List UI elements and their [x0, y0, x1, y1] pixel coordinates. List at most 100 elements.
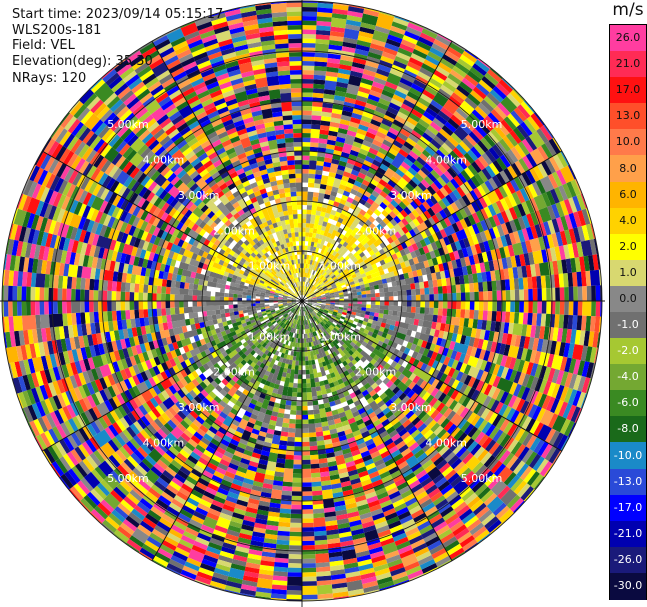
velocity-ray-segment	[96, 443, 152, 497]
velocity-ray-segment	[142, 517, 157, 529]
velocity-ray-segment	[317, 147, 327, 153]
velocity-ray-segment	[95, 391, 105, 404]
colorbar-tick-label: -26.0	[613, 552, 643, 566]
velocity-ray-segment	[443, 170, 454, 182]
velocity-ray-segment	[153, 173, 188, 204]
velocity-ray-segment	[316, 305, 574, 404]
velocity-ray-segment	[128, 336, 136, 347]
velocity-ray-segment	[278, 521, 291, 528]
velocity-ray-segment	[107, 310, 126, 322]
velocity-ray-segment	[540, 313, 547, 327]
velocity-ray-segment	[227, 167, 236, 175]
velocity-ray-segment	[327, 112, 342, 142]
velocity-ray-segment	[115, 170, 130, 185]
velocity-ray-segment	[329, 564, 348, 594]
instrument-label: WLS200s-181	[12, 23, 102, 38]
velocity-ray-segment	[242, 338, 285, 422]
velocity-ray-segment	[122, 432, 148, 456]
velocity-ray-segment	[387, 191, 397, 200]
velocity-ray-segment	[264, 158, 273, 165]
velocity-ray-segment	[303, 177, 342, 296]
velocity-ray-segment	[460, 127, 526, 182]
velocity-ray-segment	[183, 226, 203, 242]
velocity-ray-segment	[139, 42, 198, 127]
velocity-ray-segment	[286, 405, 297, 451]
velocity-ray-segment	[259, 30, 289, 171]
velocity-ray-segment	[388, 36, 434, 112]
velocity-ray-segment	[485, 271, 492, 282]
velocity-ray-segment	[103, 112, 177, 183]
velocity-ray-segment	[451, 216, 472, 233]
velocity-ray-segment	[318, 135, 431, 279]
velocity-ray-segment	[203, 442, 238, 500]
velocity-ray-segment	[529, 436, 542, 452]
velocity-ray-segment	[147, 308, 153, 318]
velocity-ray-segment	[231, 139, 249, 164]
velocity-ray-segment	[129, 282, 135, 293]
velocity-ray-segment	[332, 86, 348, 111]
velocity-ray-segment	[262, 48, 288, 162]
velocity-ray-segment	[180, 466, 227, 545]
velocity-ray-segment	[576, 241, 584, 258]
velocity-ray-segment	[270, 264, 299, 297]
velocity-ray-segment	[308, 432, 317, 438]
range-ring-label: 4.00km	[143, 436, 185, 449]
velocity-ray-segment	[91, 119, 174, 193]
velocity-ray-segment	[313, 526, 327, 532]
velocity-ray-segment	[393, 146, 482, 224]
velocity-ray-segment	[441, 465, 472, 499]
velocity-ray-segment	[137, 65, 223, 184]
velocity-ray-segment	[139, 431, 204, 510]
velocity-ray-segment	[79, 88, 216, 219]
velocity-ray-segment	[509, 275, 547, 291]
colorbar-tick-label: 2.0	[619, 239, 637, 253]
velocity-ray-segment	[126, 164, 147, 184]
velocity-ray-segment	[23, 179, 207, 264]
velocity-ray-segment	[60, 165, 176, 235]
velocity-ray-segment	[368, 446, 379, 455]
velocity-ray-segment	[381, 106, 399, 128]
velocity-ray-segment	[311, 79, 326, 125]
velocity-ray-segment	[168, 367, 176, 376]
elevation-label: Elevation(deg): 35.30	[12, 54, 153, 69]
velocity-ray-segment	[129, 152, 144, 167]
velocity-ray-segment	[233, 144, 273, 226]
velocity-ray-segment	[257, 90, 273, 120]
velocity-ray-segment	[480, 212, 506, 232]
velocity-ray-segment	[112, 194, 122, 207]
velocity-ray-segment	[141, 46, 185, 104]
range-ring-label: 3.00km	[178, 189, 220, 202]
velocity-ray-segment	[425, 107, 438, 118]
velocity-ray-segment	[83, 93, 98, 108]
velocity-ray-segment	[172, 365, 180, 374]
velocity-ray-segment	[238, 132, 262, 178]
velocity-ray-segment	[467, 412, 477, 424]
velocity-ray-segment	[439, 354, 573, 419]
velocity-ray-segment	[441, 448, 459, 466]
velocity-ray-segment	[365, 462, 404, 534]
velocity-ray-segment	[59, 403, 131, 454]
velocity-ray-segment	[23, 327, 52, 345]
velocity-ray-segment	[444, 50, 460, 62]
velocity-ray-segment	[166, 510, 207, 574]
velocity-ray-segment	[411, 383, 475, 436]
velocity-ray-segment	[379, 155, 394, 172]
velocity-ray-segment	[366, 442, 409, 517]
velocity-ray-segment	[448, 324, 464, 335]
velocity-ray-segment	[508, 357, 591, 394]
velocity-ray-segment	[510, 146, 523, 161]
velocity-ray-segment	[137, 257, 145, 268]
velocity-ray-segment	[323, 379, 393, 585]
velocity-ray-segment	[491, 171, 563, 215]
velocity-ray-segment	[476, 319, 483, 330]
velocity-ray-segment	[325, 71, 339, 78]
range-ring-label: 5.00km	[107, 472, 149, 485]
velocity-ray-segment	[81, 146, 192, 227]
azimuth-spoke	[151, 300, 303, 562]
velocity-ray-segment	[59, 112, 172, 203]
velocity-ray-segment	[52, 192, 104, 224]
velocity-ray-segment	[213, 314, 297, 505]
velocity-ray-segment	[195, 536, 210, 547]
velocity-ray-segment	[211, 371, 255, 431]
velocity-ray-segment	[321, 425, 330, 432]
